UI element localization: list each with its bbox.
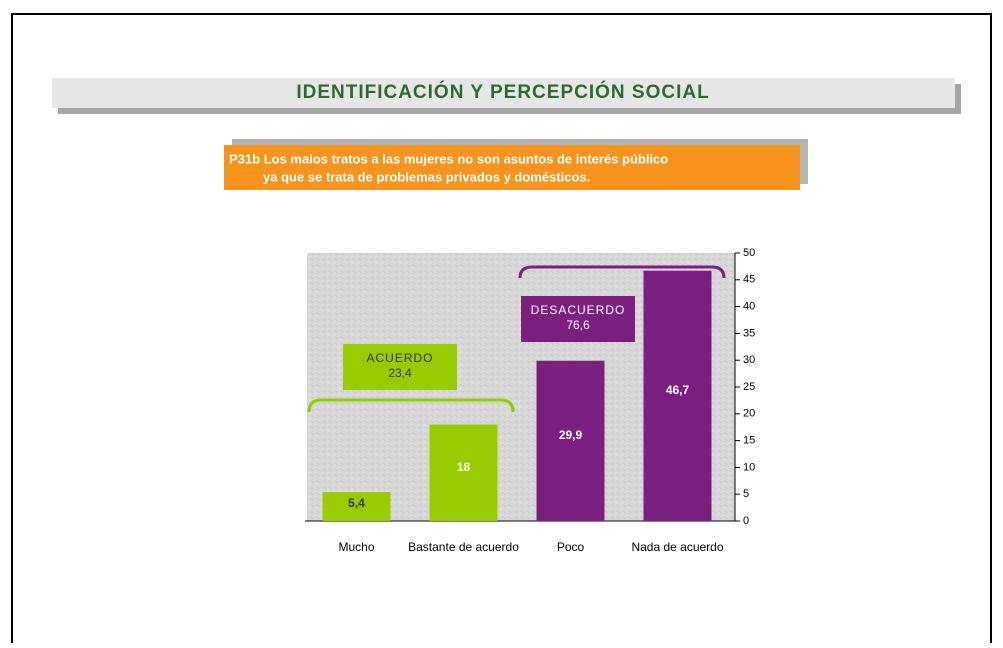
- question-line: P31b Los malos tratos a las mujeres no s…: [229, 151, 668, 166]
- y-tick-label: 35: [743, 327, 755, 339]
- value-label: 18: [457, 460, 471, 474]
- annotation-box: [343, 344, 457, 390]
- annotation-text: DESACUERDO: [531, 303, 626, 317]
- bar: [643, 270, 712, 521]
- bar: [536, 360, 605, 521]
- bar: [429, 424, 498, 521]
- question-line: ya que se trata de problemas privados y …: [263, 169, 590, 184]
- bracket: [307, 398, 515, 413]
- bracket: [518, 265, 726, 279]
- value-label: 5,4: [348, 496, 365, 510]
- annotation-total: 23,4: [388, 366, 412, 380]
- y-tick-label: 20: [743, 408, 755, 420]
- bar: [322, 492, 391, 521]
- annotation-total: 76,6: [566, 318, 590, 332]
- value-label: 29,9: [559, 428, 583, 442]
- y-tick-label: 25: [743, 381, 755, 393]
- y-tick-label: 5: [743, 488, 749, 500]
- y-tick-label: 45: [743, 274, 755, 286]
- title: IDENTIFICACIÓN Y PERCEPCIÓN SOCIAL: [296, 81, 709, 103]
- annotation-box: [521, 296, 635, 342]
- x-tick-label: Nada de acuerdo: [631, 540, 723, 554]
- x-tick-label: Bastante de acuerdo: [408, 540, 519, 554]
- y-tick-label: 10: [743, 461, 755, 473]
- x-tick-label: Mucho: [338, 540, 374, 554]
- question-box: [224, 145, 800, 190]
- y-tick-label: 30: [743, 354, 755, 366]
- y-tick-label: 50: [743, 247, 755, 259]
- y-tick-label: 0: [743, 515, 749, 527]
- y-tick-label: 40: [743, 301, 755, 313]
- annotation-text: ACUERDO: [366, 351, 433, 365]
- slide-border: [11, 13, 992, 648]
- x-tick-label: Poco: [557, 540, 585, 554]
- title-bar: [52, 78, 955, 108]
- value-label: 46,7: [666, 383, 690, 397]
- y-tick-label: 15: [743, 435, 755, 447]
